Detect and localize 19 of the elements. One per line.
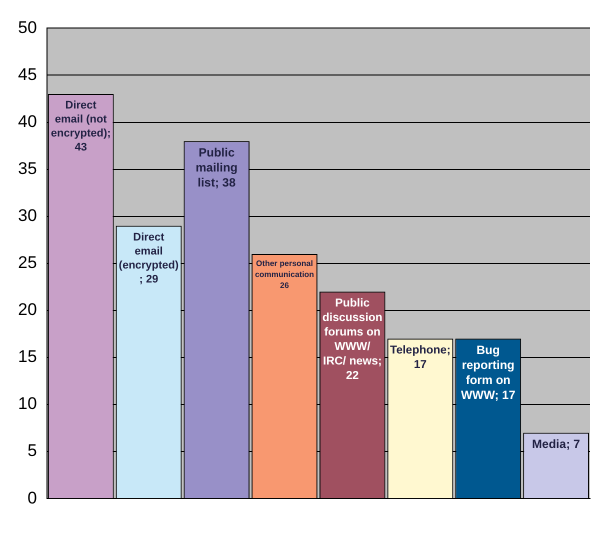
y-tick-label: 0 xyxy=(27,488,37,508)
data-label: Direct email (encrypted) ; 29 xyxy=(118,231,180,286)
y-tick-label: 35 xyxy=(18,159,37,178)
data-label: Public mailing list; 38 xyxy=(196,145,238,190)
y-tick-label: 5 xyxy=(27,441,37,460)
y-tick-label: 50 xyxy=(18,18,37,37)
y-tick-label: 10 xyxy=(18,394,37,414)
y-tick-label: 25 xyxy=(18,253,37,272)
y-tick-label: 45 xyxy=(18,64,37,84)
y-tick-label: 40 xyxy=(18,112,37,131)
data-label: Bug reporting form on WWW; 17 xyxy=(460,342,516,402)
data-label: Public discussion forums on WWW/ IRC/ news; 22 xyxy=(322,298,382,382)
data-label: Telephone; 17 xyxy=(390,344,451,372)
data-label: Other personal communication 26 xyxy=(254,259,314,290)
y-tick-label: 30 xyxy=(18,206,37,226)
data-label: Direct email (not encrypted); 43 xyxy=(50,100,111,154)
data-label: Media; 7 xyxy=(532,437,580,452)
y-tick-label: 15 xyxy=(18,347,37,366)
y-tick-label: 20 xyxy=(18,300,37,320)
